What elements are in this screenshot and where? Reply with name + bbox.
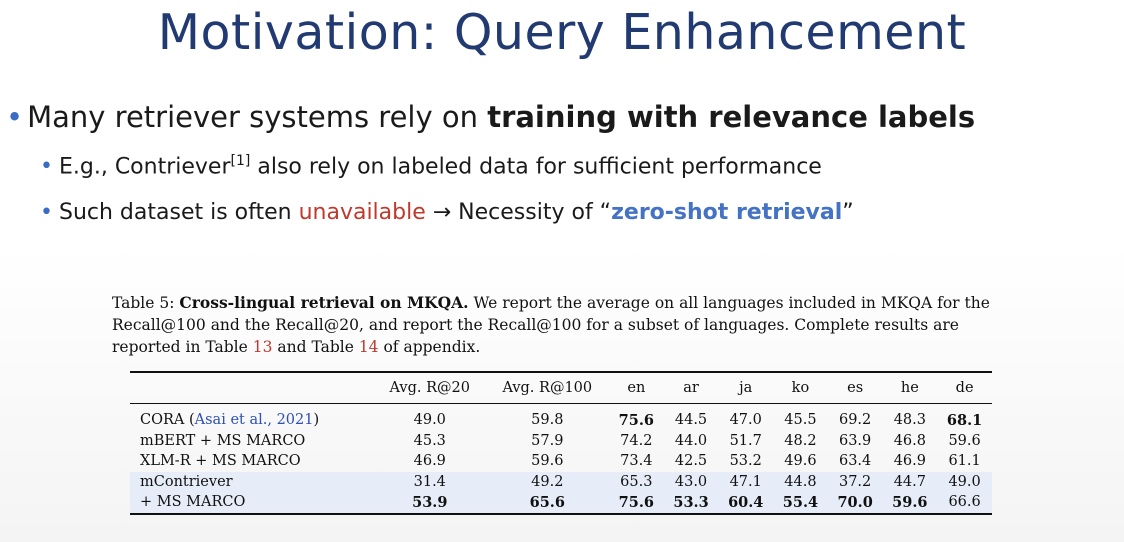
cell: 59.8 — [531, 412, 564, 429]
cell: 47.1 — [718, 471, 774, 492]
header-he: he — [900, 380, 919, 396]
header-ja: ja — [739, 380, 753, 396]
cell: 70.0 — [827, 492, 883, 514]
model-name: mContriever — [130, 471, 374, 492]
cell: 44.8 — [773, 471, 828, 492]
header-avg-r20: Avg. R@20 — [389, 380, 470, 396]
caption-bold: Cross-lingual retrieval on MKQA. — [179, 293, 469, 312]
bullet-dot: • — [40, 200, 53, 225]
caption-text-2: and Table — [272, 338, 359, 356]
table-caption: Table 5: Cross-lingual retrieval on MKQA… — [112, 292, 1012, 358]
zero-shot-highlight: zero-shot retrieval — [611, 200, 843, 225]
table-row-mbert: mBERT + MS MARCO 45.3 57.9 74.2 44.0 51.… — [130, 431, 992, 452]
cell: 57.9 — [531, 432, 564, 449]
slide-title: Motivation: Query Enhancement — [157, 4, 967, 61]
header-en: en — [627, 380, 646, 396]
header-model — [130, 372, 374, 404]
cell: 44.5 — [674, 412, 708, 429]
cell: 42.5 — [674, 453, 708, 470]
cell: 48.3 — [893, 412, 926, 429]
bullet-sub1-suffix: also rely on labeled data for sufficient… — [250, 154, 822, 180]
model-label-close: ) — [313, 412, 320, 429]
caption-text-1: We report the average on all languages i… — [112, 294, 990, 356]
bullet-sub2-text: Such dataset is often — [58, 200, 299, 225]
cell: 49.0 — [413, 412, 446, 429]
cell: 66.6 — [937, 492, 992, 514]
bullet-sub1-text: E.g., Contriever — [58, 154, 231, 180]
cell: 46.9 — [413, 453, 446, 470]
cell: 63.4 — [838, 453, 872, 470]
bullet-dot: • — [6, 100, 24, 134]
citation-link[interactable]: Asai et al., 2021 — [194, 412, 314, 429]
cell: 60.4 — [718, 492, 774, 514]
bullet-main-text: Many retriever systems rely on — [27, 100, 488, 134]
cell: 65.6 — [485, 492, 609, 514]
cell: 68.1 — [946, 411, 983, 429]
cell: 61.1 — [948, 453, 981, 470]
bullet-sub-dataset: • Such dataset is often unavailable → Nec… — [40, 200, 854, 225]
cell: 53.2 — [729, 453, 762, 470]
cell: 75.6 — [608, 492, 664, 514]
unavailable-highlight: unavailable — [298, 200, 426, 225]
model-name: mBERT + MS MARCO — [140, 432, 306, 449]
caption-text-3: of appendix. — [378, 338, 481, 356]
bullet-main: • Many retriever systems rely on training… — [6, 100, 975, 134]
model-name: XLM-R + MS MARCO — [140, 453, 301, 470]
cell: 53.3 — [663, 492, 719, 514]
cell: 59.6 — [882, 492, 938, 514]
cell: 49.2 — [485, 471, 609, 492]
table-header-row: Avg. R@20 Avg. R@100 en ar ja ko es he d… — [130, 372, 992, 404]
header-ko: ko — [791, 380, 810, 396]
cell: 55.4 — [773, 492, 828, 514]
citation-sup: [1] — [230, 153, 251, 169]
caption-ref-14[interactable]: 14 — [358, 338, 379, 356]
cell: 46.9 — [893, 453, 926, 470]
cell: 43.0 — [663, 471, 719, 492]
cell: 46.8 — [893, 432, 926, 449]
caption-ref-13[interactable]: 13 — [252, 338, 273, 356]
cell: 44.0 — [674, 432, 708, 449]
cell: 49.6 — [784, 453, 817, 470]
model-name: + MS MARCO — [130, 492, 374, 514]
table-row-cora: CORA (Asai et al., 2021) 49.0 59.8 75.6 … — [130, 404, 992, 431]
cell: 47.0 — [729, 412, 762, 429]
bullet-main-bold: training with relevance labels — [487, 100, 976, 134]
table-row-mcontriever-msmarco: + MS MARCO 53.9 65.6 75.6 53.3 60.4 55.4… — [130, 492, 992, 514]
cell: 59.6 — [531, 453, 564, 470]
model-label: CORA ( — [140, 412, 195, 429]
cell: 59.6 — [948, 432, 981, 449]
cell: 69.2 — [838, 412, 872, 429]
cell: 63.9 — [838, 432, 872, 449]
header-ar: ar — [683, 380, 699, 396]
cell: 48.2 — [784, 432, 817, 449]
header-avg-r100: Avg. R@100 — [502, 380, 593, 396]
table-row-xlmr: XLM-R + MS MARCO 46.9 59.6 73.4 42.5 53.… — [130, 451, 992, 472]
header-de: de — [955, 380, 974, 396]
cell: 53.9 — [373, 492, 486, 514]
cell: 65.3 — [608, 471, 664, 492]
cell: 31.4 — [373, 471, 486, 492]
bullet-sub2-arrow: → Necessity of “ — [425, 200, 612, 225]
cell: 51.7 — [729, 432, 762, 449]
results-table: Avg. R@20 Avg. R@100 en ar ja ko es he d… — [130, 371, 992, 515]
cell: 45.3 — [413, 432, 446, 449]
bullet-sub2-close: ” — [842, 200, 854, 225]
bullet-dot: • — [40, 154, 53, 180]
table-row-mcontriever: mContriever 31.4 49.2 65.3 43.0 47.1 44.… — [130, 471, 992, 492]
cell: 44.7 — [882, 471, 938, 492]
cell: 45.5 — [784, 412, 817, 429]
cell: 73.4 — [620, 453, 653, 470]
model-name: CORA (Asai et al., 2021) — [130, 404, 374, 431]
bullet-sub-contriever: • E.g., Contriever[1] also rely on labele… — [40, 153, 822, 179]
caption-label: Table 5: — [112, 294, 180, 312]
header-es: es — [847, 380, 864, 396]
cell: 49.0 — [937, 471, 992, 492]
cell: 37.2 — [827, 471, 883, 492]
cell: 74.2 — [620, 432, 653, 449]
cell: 75.6 — [618, 411, 654, 429]
